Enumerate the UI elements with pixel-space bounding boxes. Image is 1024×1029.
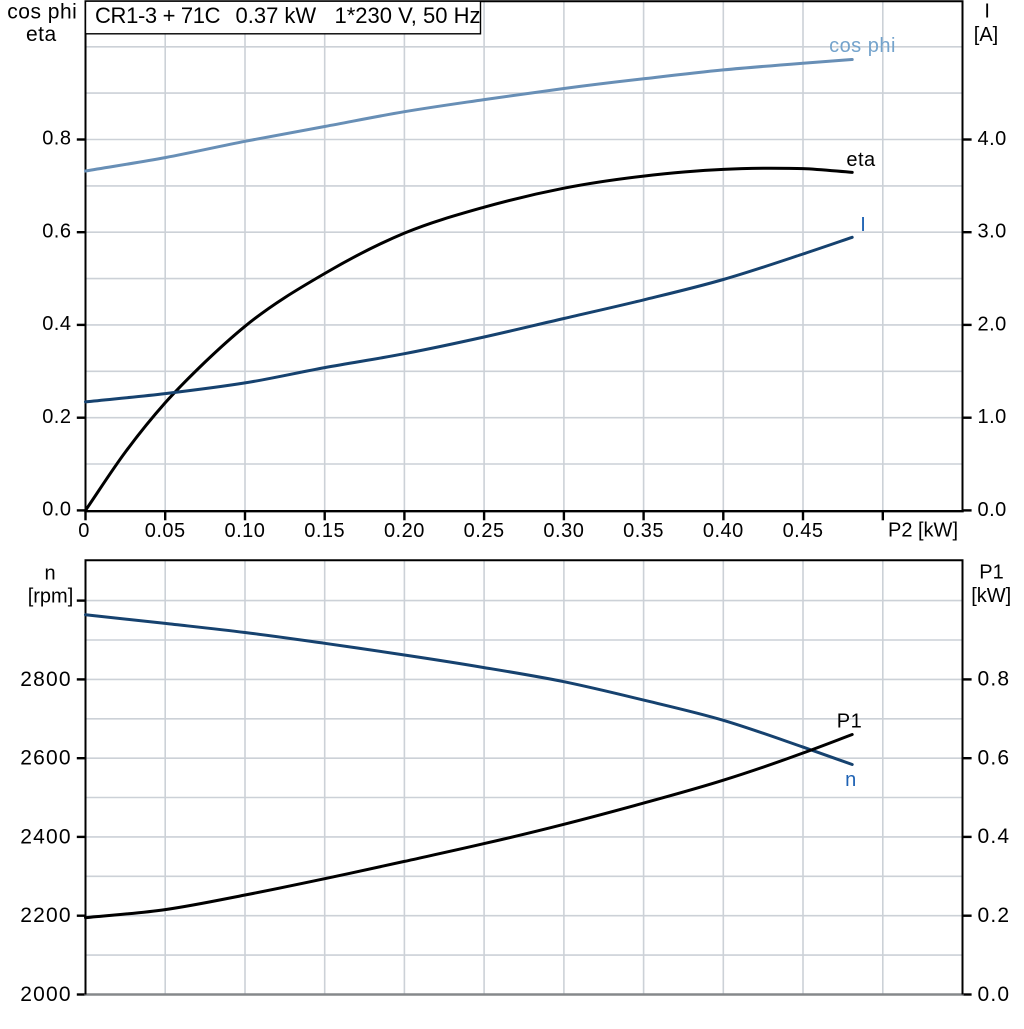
svg-text:0.10: 0.10 [224, 520, 265, 542]
svg-text:4.0: 4.0 [978, 128, 1007, 150]
svg-text:0.35: 0.35 [623, 520, 664, 542]
svg-text:2400: 2400 [20, 825, 72, 848]
svg-text:2600: 2600 [20, 747, 72, 770]
svg-text:0: 0 [78, 520, 90, 542]
svg-text:cos phi: cos phi [829, 35, 896, 57]
svg-text:P2 [kW]: P2 [kW] [888, 520, 958, 542]
svg-text:I: I [860, 214, 866, 236]
svg-text:0.2: 0.2 [42, 406, 71, 428]
svg-text:1.0: 1.0 [978, 406, 1007, 428]
svg-text:CR1-3 + 71C: CR1-3 + 71C [95, 3, 221, 28]
svg-text:3.0: 3.0 [978, 221, 1007, 243]
svg-text:0.0: 0.0 [42, 499, 71, 521]
svg-text:[kW]: [kW] [971, 585, 1011, 607]
svg-text:0.4: 0.4 [42, 313, 71, 335]
svg-text:0.0: 0.0 [978, 983, 1011, 1006]
svg-text:2800: 2800 [20, 668, 72, 691]
svg-text:n: n [845, 769, 856, 791]
svg-text:2.0: 2.0 [978, 313, 1007, 335]
svg-text:2000: 2000 [20, 983, 72, 1006]
svg-text:n: n [44, 563, 55, 585]
svg-text:0.8: 0.8 [42, 128, 71, 150]
svg-text:I: I [984, 1, 990, 23]
svg-text:eta: eta [846, 149, 876, 171]
svg-text:cos phi: cos phi [7, 1, 77, 24]
svg-text:0.45: 0.45 [783, 520, 824, 542]
svg-text:0.20: 0.20 [384, 520, 425, 542]
svg-text:0.2: 0.2 [978, 904, 1011, 927]
svg-text:0.6: 0.6 [978, 746, 1011, 769]
svg-text:0.6: 0.6 [42, 220, 71, 242]
svg-text:0.30: 0.30 [543, 520, 584, 542]
svg-text:[rpm]: [rpm] [28, 586, 74, 608]
svg-text:0.05: 0.05 [145, 520, 186, 542]
svg-text:0.40: 0.40 [703, 520, 744, 542]
svg-text:2200: 2200 [20, 904, 72, 927]
svg-text:1*230 V, 50 Hz: 1*230 V, 50 Hz [335, 3, 481, 28]
svg-text:[A]: [A] [974, 24, 998, 46]
svg-text:0.37 kW: 0.37 kW [236, 3, 317, 28]
svg-text:0.25: 0.25 [464, 520, 505, 542]
svg-text:0.4: 0.4 [978, 825, 1011, 848]
svg-text:eta: eta [26, 23, 57, 46]
svg-text:P1: P1 [837, 710, 862, 732]
svg-text:0.0: 0.0 [978, 499, 1007, 521]
svg-text:0.8: 0.8 [978, 668, 1011, 691]
svg-text:P1: P1 [979, 562, 1003, 584]
svg-text:0.15: 0.15 [304, 520, 345, 542]
